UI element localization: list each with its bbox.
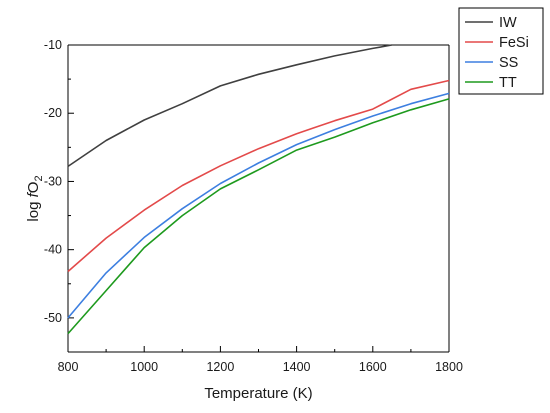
legend-label-tt: TT bbox=[499, 75, 517, 91]
x-tick-label: 800 bbox=[58, 360, 79, 374]
plot-area: 800 1000 1200 1400 1600 1800 -50 -40 -30 -20 -10 bbox=[44, 38, 463, 374]
y-axis-title-subscript: 2 bbox=[33, 175, 45, 181]
legend-label-iw: IW bbox=[499, 15, 517, 31]
x-tick-label: 1600 bbox=[359, 360, 387, 374]
y-axis-title: log fO2 bbox=[25, 175, 45, 221]
legend: IW FeSi SS TT bbox=[458, 7, 544, 95]
series-lines bbox=[67, 44, 450, 335]
x-tick-label: 1200 bbox=[206, 360, 234, 374]
series-line-ss bbox=[67, 92, 450, 319]
axis-ticks: 800 1000 1200 1400 1600 1800 -50 -40 -30 -20 -10 bbox=[44, 38, 463, 374]
y-axis-title-f: f bbox=[25, 191, 42, 197]
y-tick-label: -20 bbox=[44, 106, 62, 120]
series-line-tt bbox=[67, 98, 450, 335]
legend-items: IW FeSi SS TT bbox=[465, 15, 529, 91]
y-tick-label: -10 bbox=[44, 38, 62, 52]
x-tick-label: 1400 bbox=[283, 360, 311, 374]
legend-label-ss: SS bbox=[499, 55, 518, 71]
x-tick-label: 1000 bbox=[130, 360, 158, 374]
x-tick-label: 1800 bbox=[435, 360, 463, 374]
y-axis-title-log: log bbox=[25, 197, 42, 221]
x-axis-title: Temperature (K) bbox=[204, 385, 312, 402]
series-line-iw bbox=[67, 44, 392, 168]
y-tick-label: -30 bbox=[44, 174, 62, 188]
y-axis-title-o: O bbox=[25, 182, 42, 194]
y-tick-label: -50 bbox=[44, 311, 62, 325]
series-line-fesi bbox=[67, 79, 450, 273]
legend-label-fesi: FeSi bbox=[499, 35, 529, 51]
y-tick-label: -40 bbox=[44, 243, 62, 257]
